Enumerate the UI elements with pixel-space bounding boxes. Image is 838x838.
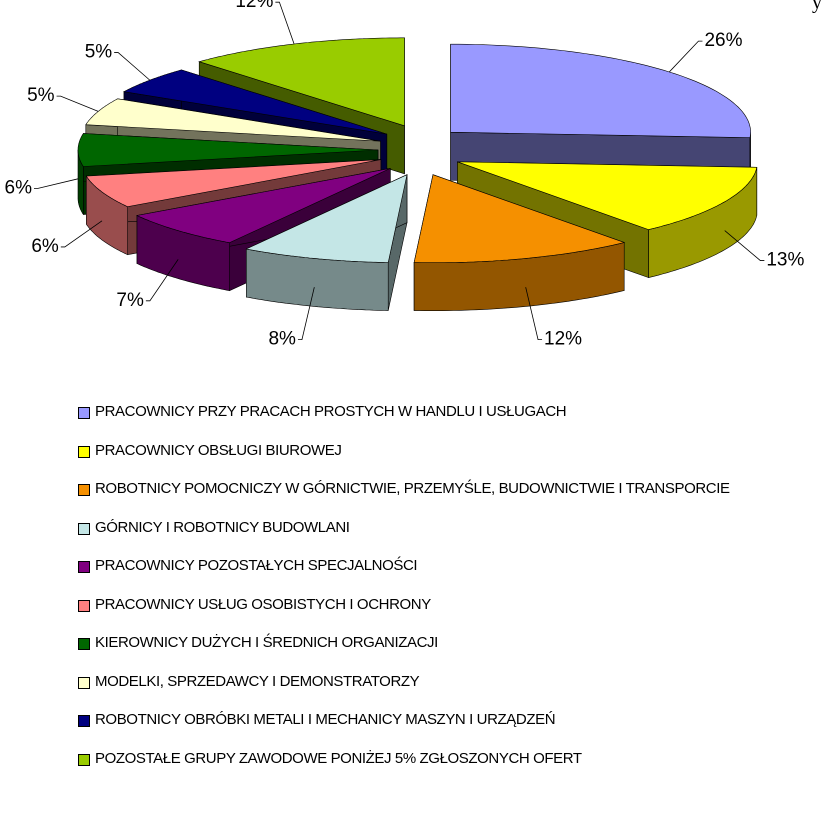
- slice: [136, 168, 391, 244]
- chart: y 26% 13% 12% 8% 7% 6% 6% 5% 5% 12%: [5, 0, 822, 350]
- legend: PRACOWNICY PRZY PRACACH PROSTYCH W HANDL…: [78, 404, 818, 789]
- data-label: 13%: [766, 250, 804, 271]
- legend-swatch: [78, 522, 90, 535]
- legend-label: PRACOWNICY PRZY PRACACH PROSTYCH W HANDL…: [95, 403, 567, 420]
- legend-label: KIEROWNICY DUŻYCH I ŚREDNICH ORGANIZACJI: [95, 634, 438, 651]
- leader-line: [297, 287, 315, 341]
- leader-line: [275, 1, 295, 45]
- legend-swatch: [78, 445, 90, 458]
- legend-swatch: [78, 599, 90, 612]
- legend-swatch: [78, 753, 90, 766]
- leader-line: [34, 178, 79, 189]
- slice: [245, 174, 408, 263]
- leader-line: [145, 259, 179, 302]
- leader-line: [114, 52, 151, 81]
- legend-item: ROBOTNICY POMOCNICZY W GÓRNICTWIE, PRZEM…: [78, 481, 818, 520]
- data-label: 5%: [85, 42, 113, 63]
- legend-label: GÓRNICY I ROBOTNICY BUDOWLANI: [95, 518, 350, 536]
- slice: [85, 159, 381, 208]
- legend-item: PRACOWNICY OBSŁUGI BIUROWEJ: [78, 443, 818, 482]
- legend-swatch: [78, 561, 90, 573]
- legend-swatch: [78, 715, 90, 727]
- slice: [457, 161, 758, 230]
- data-label: 8%: [268, 329, 296, 350]
- leader-line: [60, 220, 103, 248]
- legend-label: PRACOWNICY POZOSTAŁYCH SPECJALNOŚCI: [95, 557, 418, 574]
- data-label: 12%: [544, 329, 582, 350]
- data-label: 5%: [27, 85, 55, 106]
- legend-item: POZOSTAŁE GRUPY ZAWODOWE PONIŻEJ 5% ZGŁO…: [78, 751, 818, 790]
- slice: [450, 43, 751, 139]
- legend-swatch: [78, 676, 90, 689]
- legend-swatch: [78, 484, 90, 496]
- chart-title: y: [812, 0, 822, 14]
- legend-swatch: [78, 638, 90, 650]
- legend-label: MODELKI, SPRZEDAWCY I DEMONSTRATORZY: [95, 672, 420, 690]
- data-label: 6%: [5, 177, 33, 198]
- legend-item: ROBOTNICY OBRÓBKI METALI I MECHANICY MAS…: [78, 712, 818, 751]
- legend-item: KIEROWNICY DUŻYCH I ŚREDNICH ORGANIZACJI: [78, 635, 818, 674]
- slice: [413, 174, 626, 263]
- leader-line: [525, 287, 543, 341]
- data-label: 7%: [116, 290, 144, 311]
- legend-label: PRACOWNICY USŁUG OSOBISTYCH I OCHRONY: [95, 595, 431, 613]
- leader-line: [724, 230, 765, 261]
- legend-item: MODELKI, SPRZEDAWCY I DEMONSTRATORZY: [78, 674, 818, 713]
- legend-label: POZOSTAŁE GRUPY ZAWODOWE PONIŻEJ 5% ZGŁO…: [95, 749, 582, 767]
- legend-swatch: [78, 407, 90, 419]
- legend-label: ROBOTNICY POMOCNICZY W GÓRNICTWIE, PRZEM…: [95, 480, 730, 497]
- slice: [122, 69, 387, 135]
- data-label: 26%: [704, 30, 742, 51]
- data-label: 6%: [31, 236, 59, 257]
- slice: [77, 133, 379, 167]
- legend-item: GÓRNICY I ROBOTNICY BUDOWLANI: [78, 520, 818, 559]
- legend-item: PRACOWNICY USŁUG OSOBISTYCH I OCHRONY: [78, 597, 818, 636]
- legend-item: PRACOWNICY POZOSTAŁYCH SPECJALNOŚCI: [78, 558, 818, 597]
- leader-line: [669, 40, 703, 73]
- leader-line: [56, 95, 99, 112]
- legend-label: PRACOWNICY OBSŁUGI BIUROWEJ: [95, 441, 342, 459]
- data-label: 12%: [235, 0, 273, 12]
- legend-label: ROBOTNICY OBRÓBKI METALI I MECHANICY MAS…: [95, 711, 556, 728]
- legend-item: PRACOWNICY PRZY PRACACH PROSTYCH W HANDL…: [78, 404, 818, 443]
